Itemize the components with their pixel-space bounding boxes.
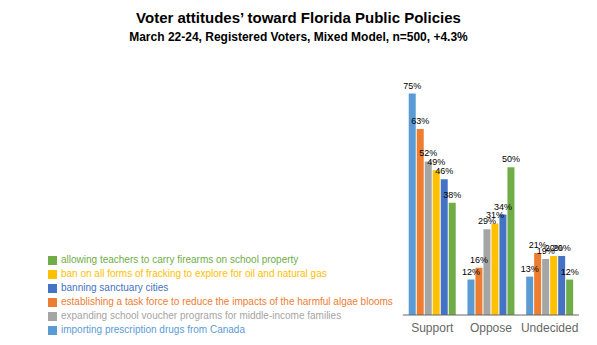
- svg-text:20%: 20%: [553, 243, 571, 253]
- html-text:ban on all forms of fracking t: ban on all forms of fracking to explore …: [61, 268, 327, 279]
- svg-text:16%: 16%: [470, 255, 488, 265]
- svg-text:Support: Support: [411, 321, 454, 335]
- svg-text:50%: 50%: [502, 154, 520, 164]
- svg-text:34%: 34%: [494, 202, 512, 212]
- html-text:expanding school voucher progr: expanding school voucher programs for mi…: [61, 310, 342, 321]
- svg-text:38%: 38%: [443, 190, 461, 200]
- svg-text:29%: 29%: [477, 216, 496, 227]
- svg-text:49%: 49%: [427, 157, 446, 168]
- html-text:establishing a task force to r: establishing a task force to reduce the …: [61, 296, 393, 307]
- svg-text:12%: 12%: [462, 267, 480, 277]
- html-text:March 22-24, Registered Voters: March 22-24, Registered Voters, Mixed Mo…: [129, 30, 468, 44]
- svg-text:31%: 31%: [486, 210, 504, 220]
- svg-text:Undecided: Undecided: [521, 321, 578, 335]
- svg-text:52%: 52%: [419, 148, 438, 159]
- svg-text:13%: 13%: [521, 264, 539, 274]
- svg-text:75%: 75%: [403, 81, 421, 91]
- html-text:banning sanctuary cities: banning sanctuary cities: [61, 282, 169, 293]
- svg-text:46%: 46%: [435, 166, 453, 176]
- html-text:Voter attitudes’ toward Florid: Voter attitudes’ toward Florida Public P…: [136, 9, 461, 26]
- svg-text:12%: 12%: [561, 267, 579, 277]
- html-text:allowing teachers to carry fir: allowing teachers to carry firearms on s…: [61, 254, 299, 265]
- svg-text:63%: 63%: [411, 116, 429, 126]
- svg-text:Oppose: Oppose: [470, 321, 512, 335]
- html-text:importing prescription drugs f: importing prescription drugs from Canada: [61, 324, 245, 335]
